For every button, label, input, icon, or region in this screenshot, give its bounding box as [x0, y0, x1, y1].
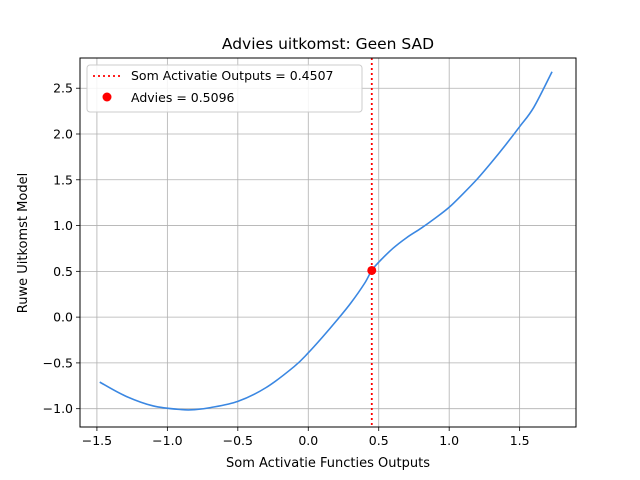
y-tick-label: −0.5 [43, 355, 73, 370]
y-tick-label: 2.5 [53, 81, 73, 96]
legend-label-vline: Som Activatie Outputs = 0.4507 [131, 68, 334, 83]
advice-point [367, 265, 377, 275]
x-tick-label: 0.0 [298, 433, 318, 448]
y-tick-label: −1.0 [43, 401, 73, 416]
y-axis-label: Ruwe Uitkomst Model [16, 173, 31, 313]
plot-content [99, 58, 553, 427]
y-tick-label: 0.0 [53, 310, 73, 325]
chart-title: Advies uitkomst: Geen SAD [222, 35, 434, 53]
y-tick-label: 2.0 [53, 126, 73, 141]
legend-point-swatch [102, 92, 112, 102]
y-tick-label: 0.5 [53, 264, 73, 279]
x-tick-label: 1.0 [439, 433, 459, 448]
plot-frame [79, 57, 577, 428]
legend: Som Activatie Outputs = 0.4507 Advies = … [86, 64, 363, 113]
x-axis-label: Som Activatie Functies Outputs [226, 456, 430, 471]
x-tick-label: −1.5 [82, 433, 112, 448]
ticks: −1.5 −1.0 −0.5 0.0 0.5 1.0 1.5 −1.0 −0.5 0.0 0.5 1.… [43, 81, 530, 448]
x-tick-label: 1.5 [510, 433, 530, 448]
y-tick-label: 1.5 [53, 172, 73, 187]
x-tick-label: −1.0 [152, 433, 182, 448]
grid [80, 58, 576, 427]
legend-label-point: Advies = 0.5096 [131, 90, 235, 105]
y-tick-label: 1.0 [53, 218, 73, 233]
x-tick-label: 0.5 [369, 433, 389, 448]
x-tick-label: −0.5 [223, 433, 253, 448]
legend-box [86, 64, 363, 113]
model-output-line [99, 71, 553, 411]
